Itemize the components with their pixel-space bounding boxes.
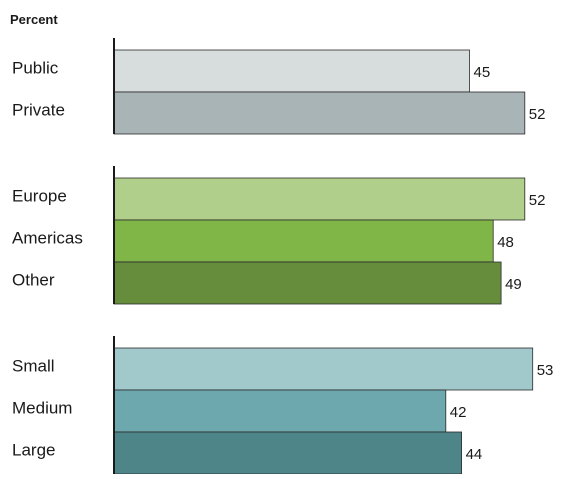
category-label-private: Private: [12, 100, 65, 119]
bar-small: [113, 347, 534, 391]
value-label-americas: 48: [497, 234, 514, 251]
category-label-other: Other: [12, 270, 55, 289]
category-label-medium: Medium: [12, 398, 72, 417]
category-label-americas: Americas: [12, 228, 83, 247]
bar-public: [113, 49, 470, 93]
category-label-europe: Europe: [12, 186, 67, 205]
bar-europe: [113, 177, 526, 221]
unit-label: Percent: [10, 12, 58, 27]
value-label-large: 44: [466, 446, 483, 463]
bar-large: [113, 431, 463, 475]
category-label-small: Small: [12, 356, 55, 375]
bar-private: [113, 91, 526, 135]
bar-medium: [113, 389, 447, 433]
value-label-public: 45: [474, 64, 491, 81]
value-label-medium: 42: [450, 404, 467, 421]
value-label-private: 52: [529, 106, 546, 123]
value-label-small: 53: [537, 362, 554, 379]
bar-americas: [113, 219, 494, 263]
category-label-public: Public: [12, 58, 59, 77]
category-label-large: Large: [12, 440, 55, 459]
value-label-other: 49: [505, 276, 522, 293]
bar-other: [113, 261, 502, 305]
value-label-europe: 52: [529, 192, 546, 209]
